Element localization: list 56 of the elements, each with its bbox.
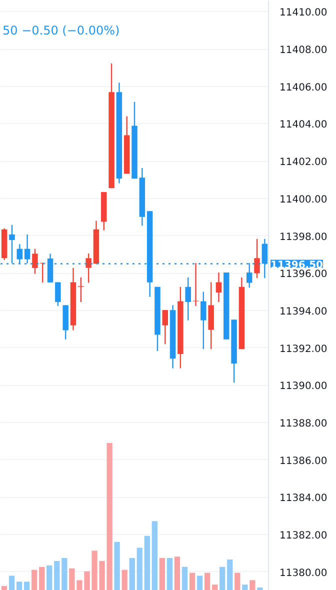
candlestick: [200, 291, 206, 350]
bar: [196, 576, 203, 590]
y-tick-label: 11384.00: [280, 493, 328, 504]
y-tick-label: 11392.00: [280, 344, 328, 355]
candlestick: [32, 248, 38, 274]
y-tick-label: 11380.00: [280, 568, 328, 579]
bar: [204, 572, 210, 590]
candlestick: [55, 282, 61, 307]
y-tick-label: 11404.00: [280, 120, 328, 131]
y-tick-label: 11408.00: [280, 45, 328, 56]
y-tick-label: 11406.00: [280, 82, 328, 94]
bar: [24, 582, 30, 590]
y-tick-label: 11394.00: [280, 306, 328, 318]
bar: [152, 521, 158, 590]
bar: [174, 556, 180, 590]
candlestick: [254, 238, 260, 279]
bar: [62, 558, 68, 590]
y-tick-label: 11400.00: [280, 194, 328, 206]
y-tick-label: 11398.00: [280, 232, 328, 243]
y-tick-label: 11410.00: [280, 8, 328, 19]
y-tick-label: 11402.00: [280, 157, 328, 168]
y-tick-label: 11396.00: [280, 269, 328, 280]
candlestick: [192, 262, 199, 307]
candlestick: [162, 309, 168, 345]
bar: [220, 566, 226, 590]
bar: [32, 570, 38, 590]
y-tick-label: 11386.00: [280, 456, 328, 467]
bar: [182, 566, 188, 590]
bar: [250, 580, 256, 590]
bar: [39, 566, 45, 590]
bar: [189, 572, 196, 590]
bar: [159, 558, 166, 590]
bar: [114, 542, 120, 590]
candlestick: [216, 272, 222, 303]
y-tick-label: 11388.00: [280, 418, 328, 430]
candlestick: [185, 276, 191, 321]
bar: [129, 558, 135, 590]
bar: [54, 561, 60, 590]
candlestick: [78, 276, 84, 303]
annotation: 50 −0.50 (−0.00%): [2, 24, 120, 38]
bar: [234, 572, 240, 590]
candlestick: [86, 252, 92, 284]
bar: [136, 548, 142, 590]
bar: [212, 584, 218, 590]
bar: [242, 584, 248, 590]
bar: [144, 536, 150, 590]
bar: [166, 558, 173, 590]
bar: [46, 565, 52, 590]
ref-line-label: 11396.50: [270, 260, 324, 271]
bar: [227, 560, 233, 590]
y-tick-label: 11390.00: [280, 381, 328, 392]
bar: [16, 582, 22, 590]
bar: [122, 570, 128, 590]
bar: [1, 586, 8, 590]
bar: [8, 576, 15, 590]
y-tick-label: 11382.00: [280, 530, 328, 542]
